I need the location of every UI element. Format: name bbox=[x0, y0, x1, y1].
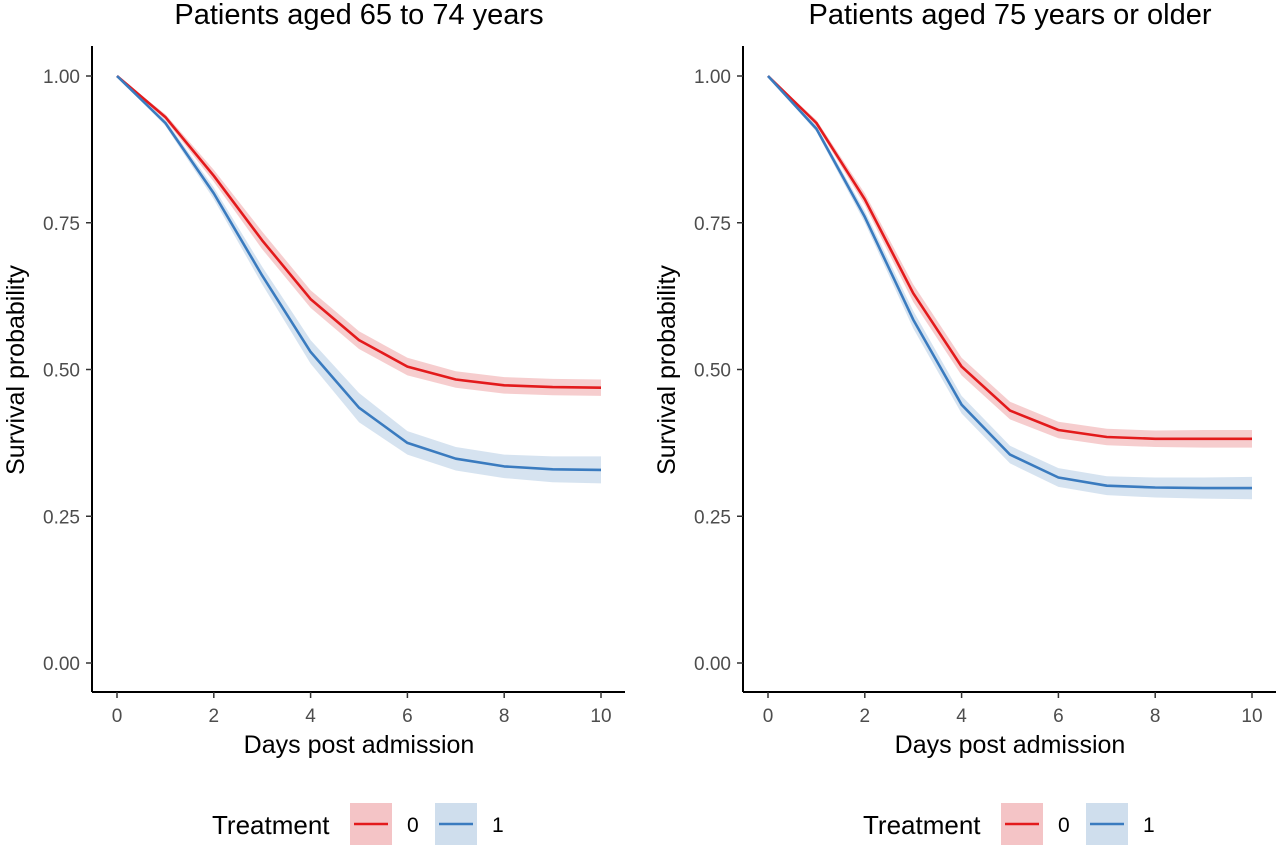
x-tick-label: 4 bbox=[305, 706, 316, 727]
survival-line-series-0 bbox=[116, 75, 602, 389]
legend-label-1: 1 bbox=[492, 814, 504, 837]
legend-label-0: 0 bbox=[1058, 814, 1070, 837]
y-tick-label: 1.00 bbox=[43, 67, 80, 88]
legend: Treatment 0 1 bbox=[863, 803, 1155, 845]
confidence-band-series-1 bbox=[117, 76, 601, 484]
legend: Treatment 0 1 bbox=[212, 803, 504, 845]
panel-title: Patients aged 65 to 74 years bbox=[174, 0, 543, 31]
y-tick-label: 0.00 bbox=[694, 654, 731, 675]
confidence-band-series-0 bbox=[117, 76, 601, 396]
x-tick-label: 0 bbox=[112, 706, 123, 727]
y-axis-label: Survival probability bbox=[653, 265, 681, 475]
x-tick-label: 4 bbox=[956, 706, 967, 727]
x-axis-label: Days post admission bbox=[244, 731, 475, 759]
y-tick-label: 0.00 bbox=[43, 654, 80, 675]
y-tick-label: 0.25 bbox=[43, 507, 80, 528]
panel-right: Patients aged 75 years or older Survival… bbox=[653, 0, 1276, 845]
survival-line-series-1 bbox=[116, 75, 602, 472]
y-tick-label: 0.75 bbox=[43, 214, 80, 235]
legend-title: Treatment bbox=[863, 810, 981, 840]
x-tick-label: 10 bbox=[590, 706, 611, 727]
panel-title: Patients aged 75 years or older bbox=[808, 0, 1211, 31]
x-tick-label: 10 bbox=[1241, 706, 1262, 727]
x-axis-label: Days post admission bbox=[895, 731, 1126, 759]
x-tick-label: 8 bbox=[1150, 706, 1161, 727]
legend-title: Treatment bbox=[212, 810, 330, 840]
x-tick-label: 2 bbox=[209, 706, 220, 727]
x-tick-label: 6 bbox=[1053, 706, 1064, 727]
x-tick-label: 6 bbox=[402, 706, 413, 727]
y-tick-label: 0.50 bbox=[43, 361, 80, 382]
y-tick-label: 1.00 bbox=[694, 67, 731, 88]
y-axis-label: Survival probability bbox=[2, 265, 30, 475]
y-tick-label: 0.75 bbox=[694, 214, 731, 235]
x-tick-label: 0 bbox=[763, 706, 774, 727]
survival-line-series-1 bbox=[767, 75, 1252, 490]
y-tick-label: 0.25 bbox=[694, 507, 731, 528]
y-tick-label: 0.50 bbox=[694, 361, 731, 382]
plot-area: 0.00 0.25 0.50 0.75 1.00 0 2 4 6 8 10 bbox=[694, 46, 1276, 727]
x-tick-label: 8 bbox=[499, 706, 510, 727]
confidence-band-series-0 bbox=[768, 76, 1252, 448]
panel-left: Patients aged 65 to 74 years Survival pr… bbox=[2, 0, 625, 845]
plot-area: 0.00 0.25 0.50 0.75 1.00 0 2 4 6 8 10 bbox=[43, 46, 625, 727]
x-tick-label: 2 bbox=[860, 706, 871, 727]
survival-line-series-0 bbox=[767, 75, 1252, 441]
legend-label-0: 0 bbox=[407, 814, 419, 837]
legend-label-1: 1 bbox=[1143, 814, 1155, 837]
